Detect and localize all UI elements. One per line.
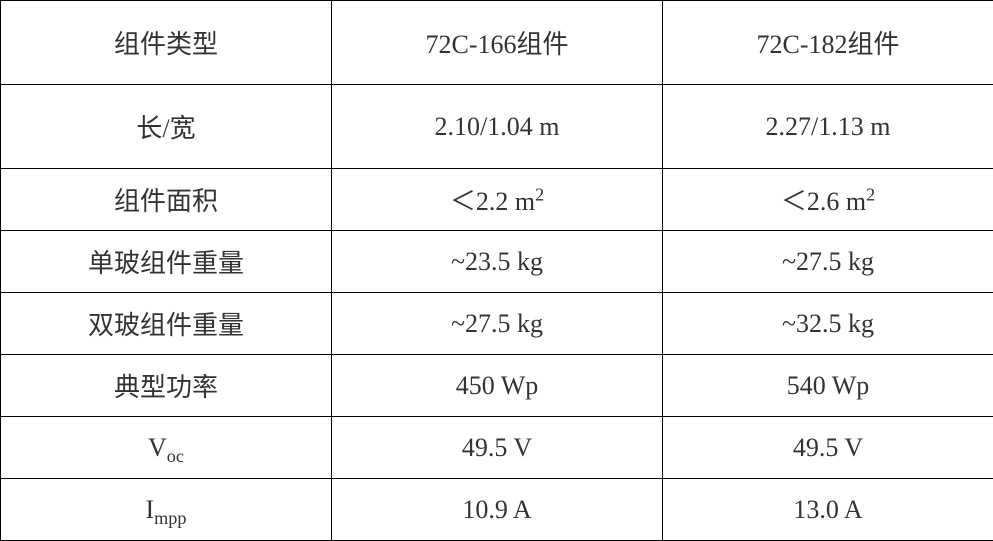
row-data-cell: 49.5 V — [332, 417, 663, 479]
row-data-cell: 540 Wp — [663, 355, 993, 417]
table-row: 长/宽 2.10/1.04 m 2.27/1.13 m — [1, 85, 993, 169]
cell-text: 组件类型 — [114, 30, 218, 59]
table-row: 双玻组件重量 ~27.5 kg ~32.5 kg — [1, 293, 993, 355]
cell-text: 长/宽 — [136, 114, 195, 143]
row-data-cell: 72C-182组件 — [663, 1, 993, 85]
cell-text: 单玻组件重量 — [88, 249, 244, 278]
cell-text: 10.9 A — [462, 495, 531, 524]
spec-table-body: 组件类型 72C-166组件 72C-182组件长/宽 2.10/1.04 m 2.27… — [1, 1, 993, 541]
cell-text: 72C-166组件 — [425, 30, 568, 59]
cell-text: ~23.5 kg — [451, 247, 543, 276]
row-data-cell: ~32.5 kg — [663, 293, 993, 355]
cell-text: 49.5 V — [793, 433, 863, 462]
cell-text: 双玻组件重量 — [88, 311, 244, 340]
row-data-cell: ~23.5 kg — [332, 231, 663, 293]
cell-text: 2.27/1.13 m — [766, 112, 891, 141]
row-label-cell: 典型功率 — [1, 355, 332, 417]
cell-sub: mpp — [154, 508, 186, 528]
cell-text: 2.10/1.04 m — [435, 112, 560, 141]
cell-text-pre: ＜2.2 m — [450, 187, 535, 216]
table-row: 典型功率 450 Wp 540 Wp — [1, 355, 993, 417]
cell-text: ~27.5 kg — [782, 247, 874, 276]
row-data-cell: 13.0 A — [663, 479, 993, 541]
spec-table: 组件类型 72C-166组件 72C-182组件长/宽 2.10/1.04 m 2.27… — [0, 0, 993, 541]
row-data-cell: ~27.5 kg — [332, 293, 663, 355]
row-data-cell: ＜2.2 m2 — [332, 169, 663, 231]
cell-text: 540 Wp — [787, 371, 870, 400]
row-data-cell: 72C-166组件 — [332, 1, 663, 85]
row-data-cell: ＜2.6 m2 — [663, 169, 993, 231]
cell-text-pre: ＜2.6 m — [781, 187, 866, 216]
table-row: 组件类型 72C-166组件 72C-182组件 — [1, 1, 993, 85]
table-row: Voc 49.5 V 49.5 V — [1, 417, 993, 479]
table-row: Impp 10.9 A 13.0 A — [1, 479, 993, 541]
table-row: 组件面积＜2.2 m2＜2.6 m2 — [1, 169, 993, 231]
cell-text: ~32.5 kg — [782, 309, 874, 338]
row-data-cell: 49.5 V — [663, 417, 993, 479]
cell-sub: oc — [167, 446, 184, 466]
cell-text-pre: I — [145, 495, 154, 524]
row-data-cell: 450 Wp — [332, 355, 663, 417]
row-label-cell: Voc — [1, 417, 332, 479]
row-label-cell: Impp — [1, 479, 332, 541]
cell-text-pre: V — [148, 433, 167, 462]
cell-text: ~27.5 kg — [451, 309, 543, 338]
row-label-cell: 组件面积 — [1, 169, 332, 231]
cell-sup: 2 — [535, 184, 544, 204]
row-label-cell: 双玻组件重量 — [1, 293, 332, 355]
row-data-cell: 10.9 A — [332, 479, 663, 541]
row-data-cell: 2.27/1.13 m — [663, 85, 993, 169]
row-data-cell: ~27.5 kg — [663, 231, 993, 293]
row-data-cell: 2.10/1.04 m — [332, 85, 663, 169]
table-row: 单玻组件重量 ~23.5 kg ~27.5 kg — [1, 231, 993, 293]
cell-text: 72C-182组件 — [756, 30, 899, 59]
cell-sup: 2 — [866, 184, 875, 204]
cell-text: 450 Wp — [456, 371, 539, 400]
cell-text: 组件面积 — [114, 187, 218, 216]
row-label-cell: 组件类型 — [1, 1, 332, 85]
cell-text: 典型功率 — [114, 373, 218, 402]
cell-text: 49.5 V — [462, 433, 532, 462]
row-label-cell: 长/宽 — [1, 85, 332, 169]
row-label-cell: 单玻组件重量 — [1, 231, 332, 293]
cell-text: 13.0 A — [793, 495, 862, 524]
